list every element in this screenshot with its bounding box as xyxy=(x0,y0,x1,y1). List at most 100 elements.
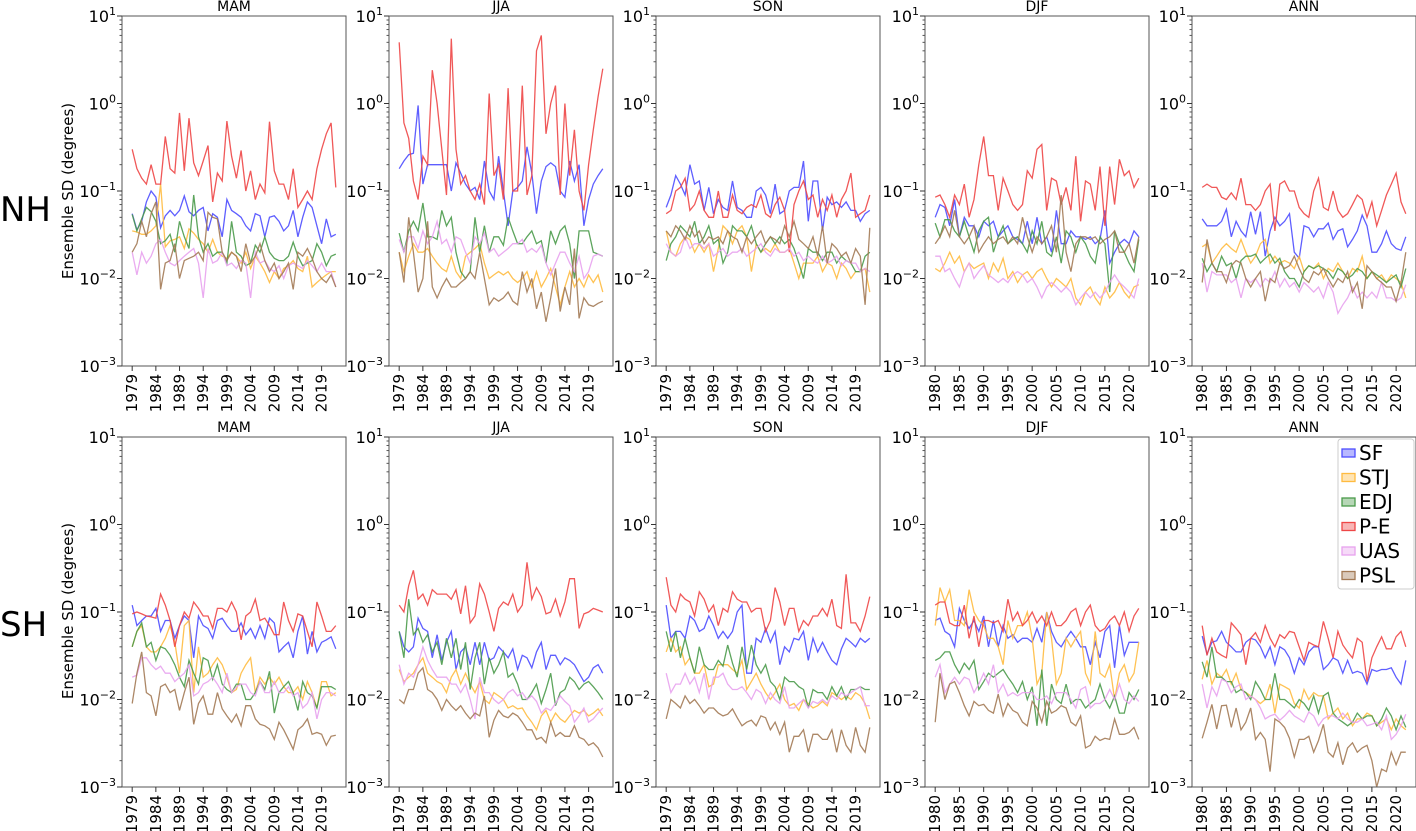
x-tick-label: 2004 xyxy=(242,374,260,412)
x-tick-label: 1989 xyxy=(438,374,456,412)
y-tick-label: 10−3 xyxy=(346,776,383,797)
x-tick-label: 1980 xyxy=(1193,795,1211,831)
y-tick-label: 101 xyxy=(356,5,383,26)
x-tick-label: 2014 xyxy=(556,795,574,831)
legend-label: EDJ xyxy=(1359,490,1393,514)
x-tick-label: 1994 xyxy=(728,374,746,412)
series-line-stj xyxy=(665,636,871,720)
x-tick-label: 1984 xyxy=(681,795,699,831)
x-tick-label: 1979 xyxy=(390,374,408,412)
panel-nh-son: SON 10−3 10−2 10−1 100 101 1979 1984 1989 1994 199… xyxy=(613,0,881,412)
x-tick-label: 1989 xyxy=(438,795,456,831)
series-line-p-e xyxy=(398,35,604,211)
series-line-sf xyxy=(131,189,337,244)
x-tick-label: 1999 xyxy=(485,374,503,412)
x-tick-label: 2014 xyxy=(289,374,307,412)
legend-item-edj: EDJ xyxy=(1341,490,1393,514)
legend-item-uas: UAS xyxy=(1341,539,1400,563)
x-tick-label: 1994 xyxy=(194,374,212,412)
x-tick-label: 1989 xyxy=(705,795,723,831)
legend-swatch xyxy=(1341,521,1356,532)
x-tick-label: 2005 xyxy=(1314,374,1332,412)
plot-frame xyxy=(388,436,614,788)
y-tick-label: 101 xyxy=(623,5,650,26)
series-line-sf xyxy=(934,605,1139,668)
series-line-p-e xyxy=(665,172,871,253)
y-tick-label: 101 xyxy=(892,426,919,447)
y-tick-label: 101 xyxy=(1159,426,1186,447)
y-tick-label: 100 xyxy=(1159,514,1186,535)
legend-item-psl: PSL xyxy=(1341,564,1396,588)
x-tick-label: 2015 xyxy=(1363,795,1381,831)
x-tick-label: 2009 xyxy=(265,374,283,412)
y-tick-label: 10−1 xyxy=(1149,180,1186,201)
series-line-edj xyxy=(934,216,1140,293)
row-label-nh: NH xyxy=(0,190,51,230)
series-line-p-e xyxy=(1201,170,1407,231)
panel-nh-mam: MAM 10−3 10−2 10−1 100 101 1979 1984 1989 1994 199… xyxy=(79,0,347,412)
x-tick-label: 1984 xyxy=(681,374,699,412)
x-tick-label: 2009 xyxy=(799,374,817,412)
legend-swatch xyxy=(1341,472,1356,483)
y-tick-label: 101 xyxy=(356,426,383,447)
y-tick-label: 10−2 xyxy=(613,689,650,710)
panel-title: JJA xyxy=(491,0,510,15)
legend-label: P-E xyxy=(1359,515,1390,539)
y-tick-label: 10−3 xyxy=(882,776,919,797)
x-tick-label: 1979 xyxy=(390,795,408,831)
y-tick-label: 10−3 xyxy=(346,355,383,376)
x-tick-label: 1995 xyxy=(1266,374,1284,412)
x-tick-label: 2019 xyxy=(580,795,598,831)
series-line-uas xyxy=(935,255,1140,307)
x-tick-label: 2019 xyxy=(847,795,865,831)
y-tick-label: 100 xyxy=(1159,93,1186,114)
y-tick-label: 10−3 xyxy=(613,776,650,797)
series-line-sf xyxy=(665,603,871,674)
legend-item-stj: STJ xyxy=(1341,466,1390,490)
series-line-psl xyxy=(934,673,1140,749)
x-tick-label: 2004 xyxy=(242,795,260,831)
y-axis-label-nh: Ensemble SD (degrees) xyxy=(59,102,77,280)
series-line-edj xyxy=(665,631,870,709)
series-line-uas xyxy=(131,657,337,720)
legend-swatch xyxy=(1341,497,1356,507)
series-line-uas xyxy=(665,671,870,710)
x-tick-label: 1979 xyxy=(657,374,675,412)
x-tick-label: 1995 xyxy=(1266,795,1284,831)
series-line-p-e xyxy=(398,562,604,632)
x-tick-label: 1984 xyxy=(414,795,432,831)
x-tick-label: 1985 xyxy=(950,795,968,831)
x-tick-label: 1989 xyxy=(705,374,723,412)
series-line-p-e xyxy=(665,574,871,634)
series-line-edj xyxy=(398,599,604,706)
series-line-sf xyxy=(1201,206,1407,260)
x-tick-label: 1985 xyxy=(1217,374,1235,412)
y-tick-label: 101 xyxy=(89,426,116,447)
y-tick-label: 10−1 xyxy=(79,180,116,201)
panel-title: ANN xyxy=(1289,420,1320,436)
x-tick-label: 1999 xyxy=(218,374,236,412)
x-tick-label: 1984 xyxy=(414,374,432,412)
legend-item-sf: SF xyxy=(1341,441,1383,465)
x-tick-label: 2015 xyxy=(1096,795,1114,831)
y-tick-label: 10−3 xyxy=(882,355,919,376)
series-line-psl xyxy=(1201,239,1407,309)
y-tick-label: 10−3 xyxy=(613,355,650,376)
series-line-sf xyxy=(665,160,871,231)
y-tick-label: 10−1 xyxy=(613,180,650,201)
series-line-sf xyxy=(934,199,1140,266)
y-tick-label: 101 xyxy=(623,426,650,447)
panel-sh-ann: ANN 10−3 10−2 10−1 100 101 1980 1985 1990 1995 200… xyxy=(1149,420,1416,831)
x-tick-label: 1994 xyxy=(461,374,479,412)
x-tick-label: 1999 xyxy=(485,795,503,831)
y-tick-label: 10−1 xyxy=(882,601,919,622)
x-tick-label: 2020 xyxy=(1387,374,1405,412)
legend-frame xyxy=(1337,438,1415,590)
x-tick-label: 2000 xyxy=(1290,374,1308,412)
series-line-p-e xyxy=(131,112,337,210)
x-tick-label: 2014 xyxy=(289,795,307,831)
series-line-edj xyxy=(131,194,337,268)
x-tick-label: 1995 xyxy=(999,795,1017,831)
legend-swatch xyxy=(1341,570,1356,581)
x-tick-label: 2004 xyxy=(509,374,527,412)
